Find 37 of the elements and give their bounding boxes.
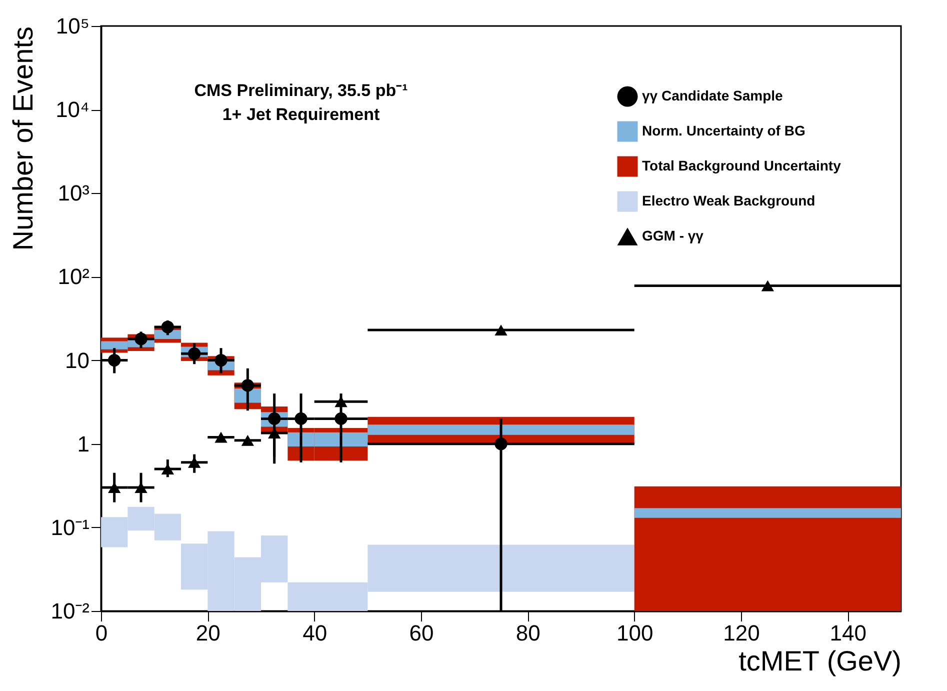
x-tick-label: 120 <box>723 620 760 646</box>
x-tick-label: 40 <box>302 620 328 646</box>
point <box>334 412 348 426</box>
x-tick-label: 100 <box>616 620 654 646</box>
point <box>241 434 254 446</box>
y-tick-label: 10³ <box>58 180 90 206</box>
y-tick-label: 10 <box>65 348 90 373</box>
x-axis-title: tcMET (GeV) <box>738 646 902 676</box>
point <box>161 464 174 474</box>
x-tick-label: 20 <box>196 620 220 646</box>
y-tick-label: 10⁵ <box>56 14 90 38</box>
y-tick-label: 10⁴ <box>56 97 90 122</box>
point <box>761 280 774 292</box>
annotation: 1+ Jet Requirement <box>222 105 380 124</box>
point <box>108 482 121 494</box>
point <box>294 412 308 426</box>
legend-label: Total Background Uncertainty <box>642 158 842 174</box>
y-tick-label: 10⁻² <box>50 598 90 624</box>
y-tick-label: 10² <box>58 264 90 290</box>
point <box>494 324 508 336</box>
y-tick-label: 10⁻¹ <box>50 514 90 540</box>
point <box>494 438 508 450</box>
annotation: CMS Preliminary, 35.5 pb⁻¹ <box>194 81 408 100</box>
x-tick-label: 80 <box>516 620 540 646</box>
legend-label: GGM - γγ <box>642 228 704 244</box>
legend-label: Electro Weak Background <box>642 192 816 208</box>
point <box>108 354 121 367</box>
legend-label: γγ Candidate Sample <box>642 88 784 104</box>
x-tick-label: 140 <box>830 620 867 646</box>
point <box>161 320 174 334</box>
point <box>241 379 254 392</box>
y-axis-title: Number of Events <box>8 26 39 251</box>
x-tick-label: 60 <box>409 620 434 646</box>
point <box>214 432 228 443</box>
y-tick-label: 1 <box>77 431 90 456</box>
x-tick-label: 0 <box>95 620 108 646</box>
legend-label: Norm. Uncertainty of BG <box>642 122 806 138</box>
